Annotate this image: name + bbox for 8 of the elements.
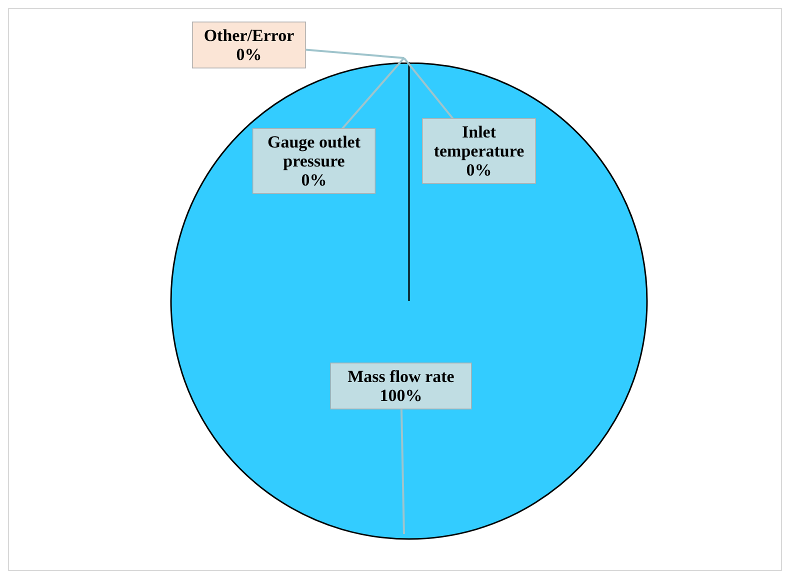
data-label: 100% xyxy=(380,386,422,405)
category-label: Inlet temperature xyxy=(434,122,524,160)
text: 0% xyxy=(301,170,327,190)
category-label: Gauge outlet pressure xyxy=(267,132,361,170)
slice-label: Mass flow rate xyxy=(348,367,455,386)
text: 0% xyxy=(236,45,262,64)
text: 0% xyxy=(466,160,492,180)
category-label: Other/Error xyxy=(204,26,294,45)
